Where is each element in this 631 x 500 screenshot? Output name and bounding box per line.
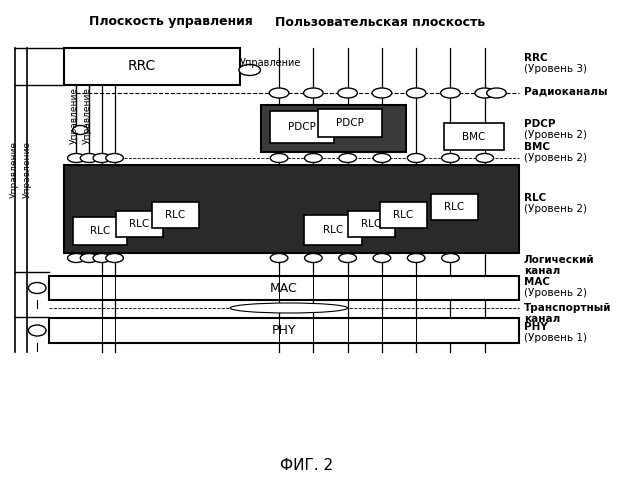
Ellipse shape (476, 154, 493, 162)
Bar (444, 123, 504, 150)
Text: PDCP: PDCP (524, 119, 555, 129)
Text: (Уровень 2): (Уровень 2) (524, 288, 587, 298)
Text: PDCP: PDCP (288, 122, 316, 132)
Ellipse shape (440, 88, 460, 98)
Text: PHY: PHY (524, 322, 548, 332)
Text: (Уровень 2): (Уровень 2) (524, 153, 587, 163)
Ellipse shape (487, 88, 506, 98)
Ellipse shape (106, 254, 124, 262)
Ellipse shape (408, 254, 425, 262)
Text: Управление: Управление (83, 86, 91, 144)
Ellipse shape (442, 154, 459, 162)
Text: Транспортный: Транспортный (524, 303, 611, 313)
Bar (73, 217, 127, 245)
Ellipse shape (28, 282, 46, 294)
Text: канал: канал (524, 266, 560, 276)
Text: Пользовательская плоскость: Пользовательская плоскость (275, 16, 485, 28)
Bar (348, 211, 394, 237)
Ellipse shape (270, 154, 288, 162)
Bar (152, 202, 199, 228)
Bar (115, 211, 163, 237)
Bar (431, 194, 478, 220)
Ellipse shape (28, 325, 46, 336)
Text: RRC: RRC (524, 53, 548, 63)
Bar (64, 165, 519, 253)
Text: MAC: MAC (524, 277, 550, 287)
Ellipse shape (338, 88, 357, 98)
Text: RLC: RLC (444, 202, 464, 212)
Text: RLC: RLC (361, 219, 381, 229)
Ellipse shape (408, 154, 425, 162)
Text: Плоскость управления: Плоскость управления (90, 16, 253, 28)
Bar (318, 109, 382, 137)
Bar (380, 202, 427, 228)
Text: MAC: MAC (270, 282, 298, 294)
Text: PHY: PHY (272, 324, 296, 337)
Text: Управление: Управление (10, 142, 19, 199)
Ellipse shape (80, 154, 98, 162)
Text: BMC: BMC (463, 132, 486, 141)
Text: BMC: BMC (524, 142, 550, 152)
Text: Управление: Управление (23, 142, 32, 199)
Text: Радиоканалы: Радиоканалы (524, 87, 608, 97)
Ellipse shape (373, 154, 391, 162)
Text: Управление: Управление (70, 86, 79, 144)
Ellipse shape (73, 126, 88, 134)
Ellipse shape (339, 154, 357, 162)
Ellipse shape (239, 64, 261, 76)
Ellipse shape (270, 254, 288, 262)
Text: RLC: RLC (524, 193, 546, 203)
Text: RLC: RLC (165, 210, 186, 220)
Ellipse shape (269, 88, 289, 98)
Text: RLC: RLC (323, 225, 343, 235)
Ellipse shape (93, 154, 110, 162)
Text: PDCP: PDCP (336, 118, 363, 128)
Text: ФИГ. 2: ФИГ. 2 (280, 458, 333, 472)
Text: RLC: RLC (129, 219, 149, 229)
Ellipse shape (406, 88, 426, 98)
Ellipse shape (80, 254, 98, 262)
Text: Управление: Управление (240, 58, 301, 68)
Text: RLC: RLC (90, 226, 110, 236)
Text: (Уровень 2): (Уровень 2) (524, 204, 587, 214)
Bar (304, 215, 362, 245)
Ellipse shape (68, 254, 85, 262)
Bar (270, 111, 334, 143)
Text: RLC: RLC (393, 210, 413, 220)
Ellipse shape (475, 88, 495, 98)
Text: (Уровень 2): (Уровень 2) (524, 130, 587, 140)
Ellipse shape (304, 88, 323, 98)
Ellipse shape (93, 254, 110, 262)
Ellipse shape (230, 303, 348, 313)
Ellipse shape (305, 254, 322, 262)
Text: RRC: RRC (128, 60, 156, 74)
Bar (49, 276, 519, 300)
Bar (261, 105, 406, 152)
Ellipse shape (305, 154, 322, 162)
Bar (49, 318, 519, 343)
Text: (Уровень 1): (Уровень 1) (524, 333, 587, 343)
Ellipse shape (339, 254, 357, 262)
Text: (Уровень 3): (Уровень 3) (524, 64, 587, 74)
Ellipse shape (442, 254, 459, 262)
Ellipse shape (106, 154, 124, 162)
Text: канал: канал (524, 314, 560, 324)
Ellipse shape (373, 254, 391, 262)
Ellipse shape (68, 154, 85, 162)
Ellipse shape (372, 88, 392, 98)
Text: Логический: Логический (524, 255, 594, 265)
Bar (64, 48, 240, 85)
